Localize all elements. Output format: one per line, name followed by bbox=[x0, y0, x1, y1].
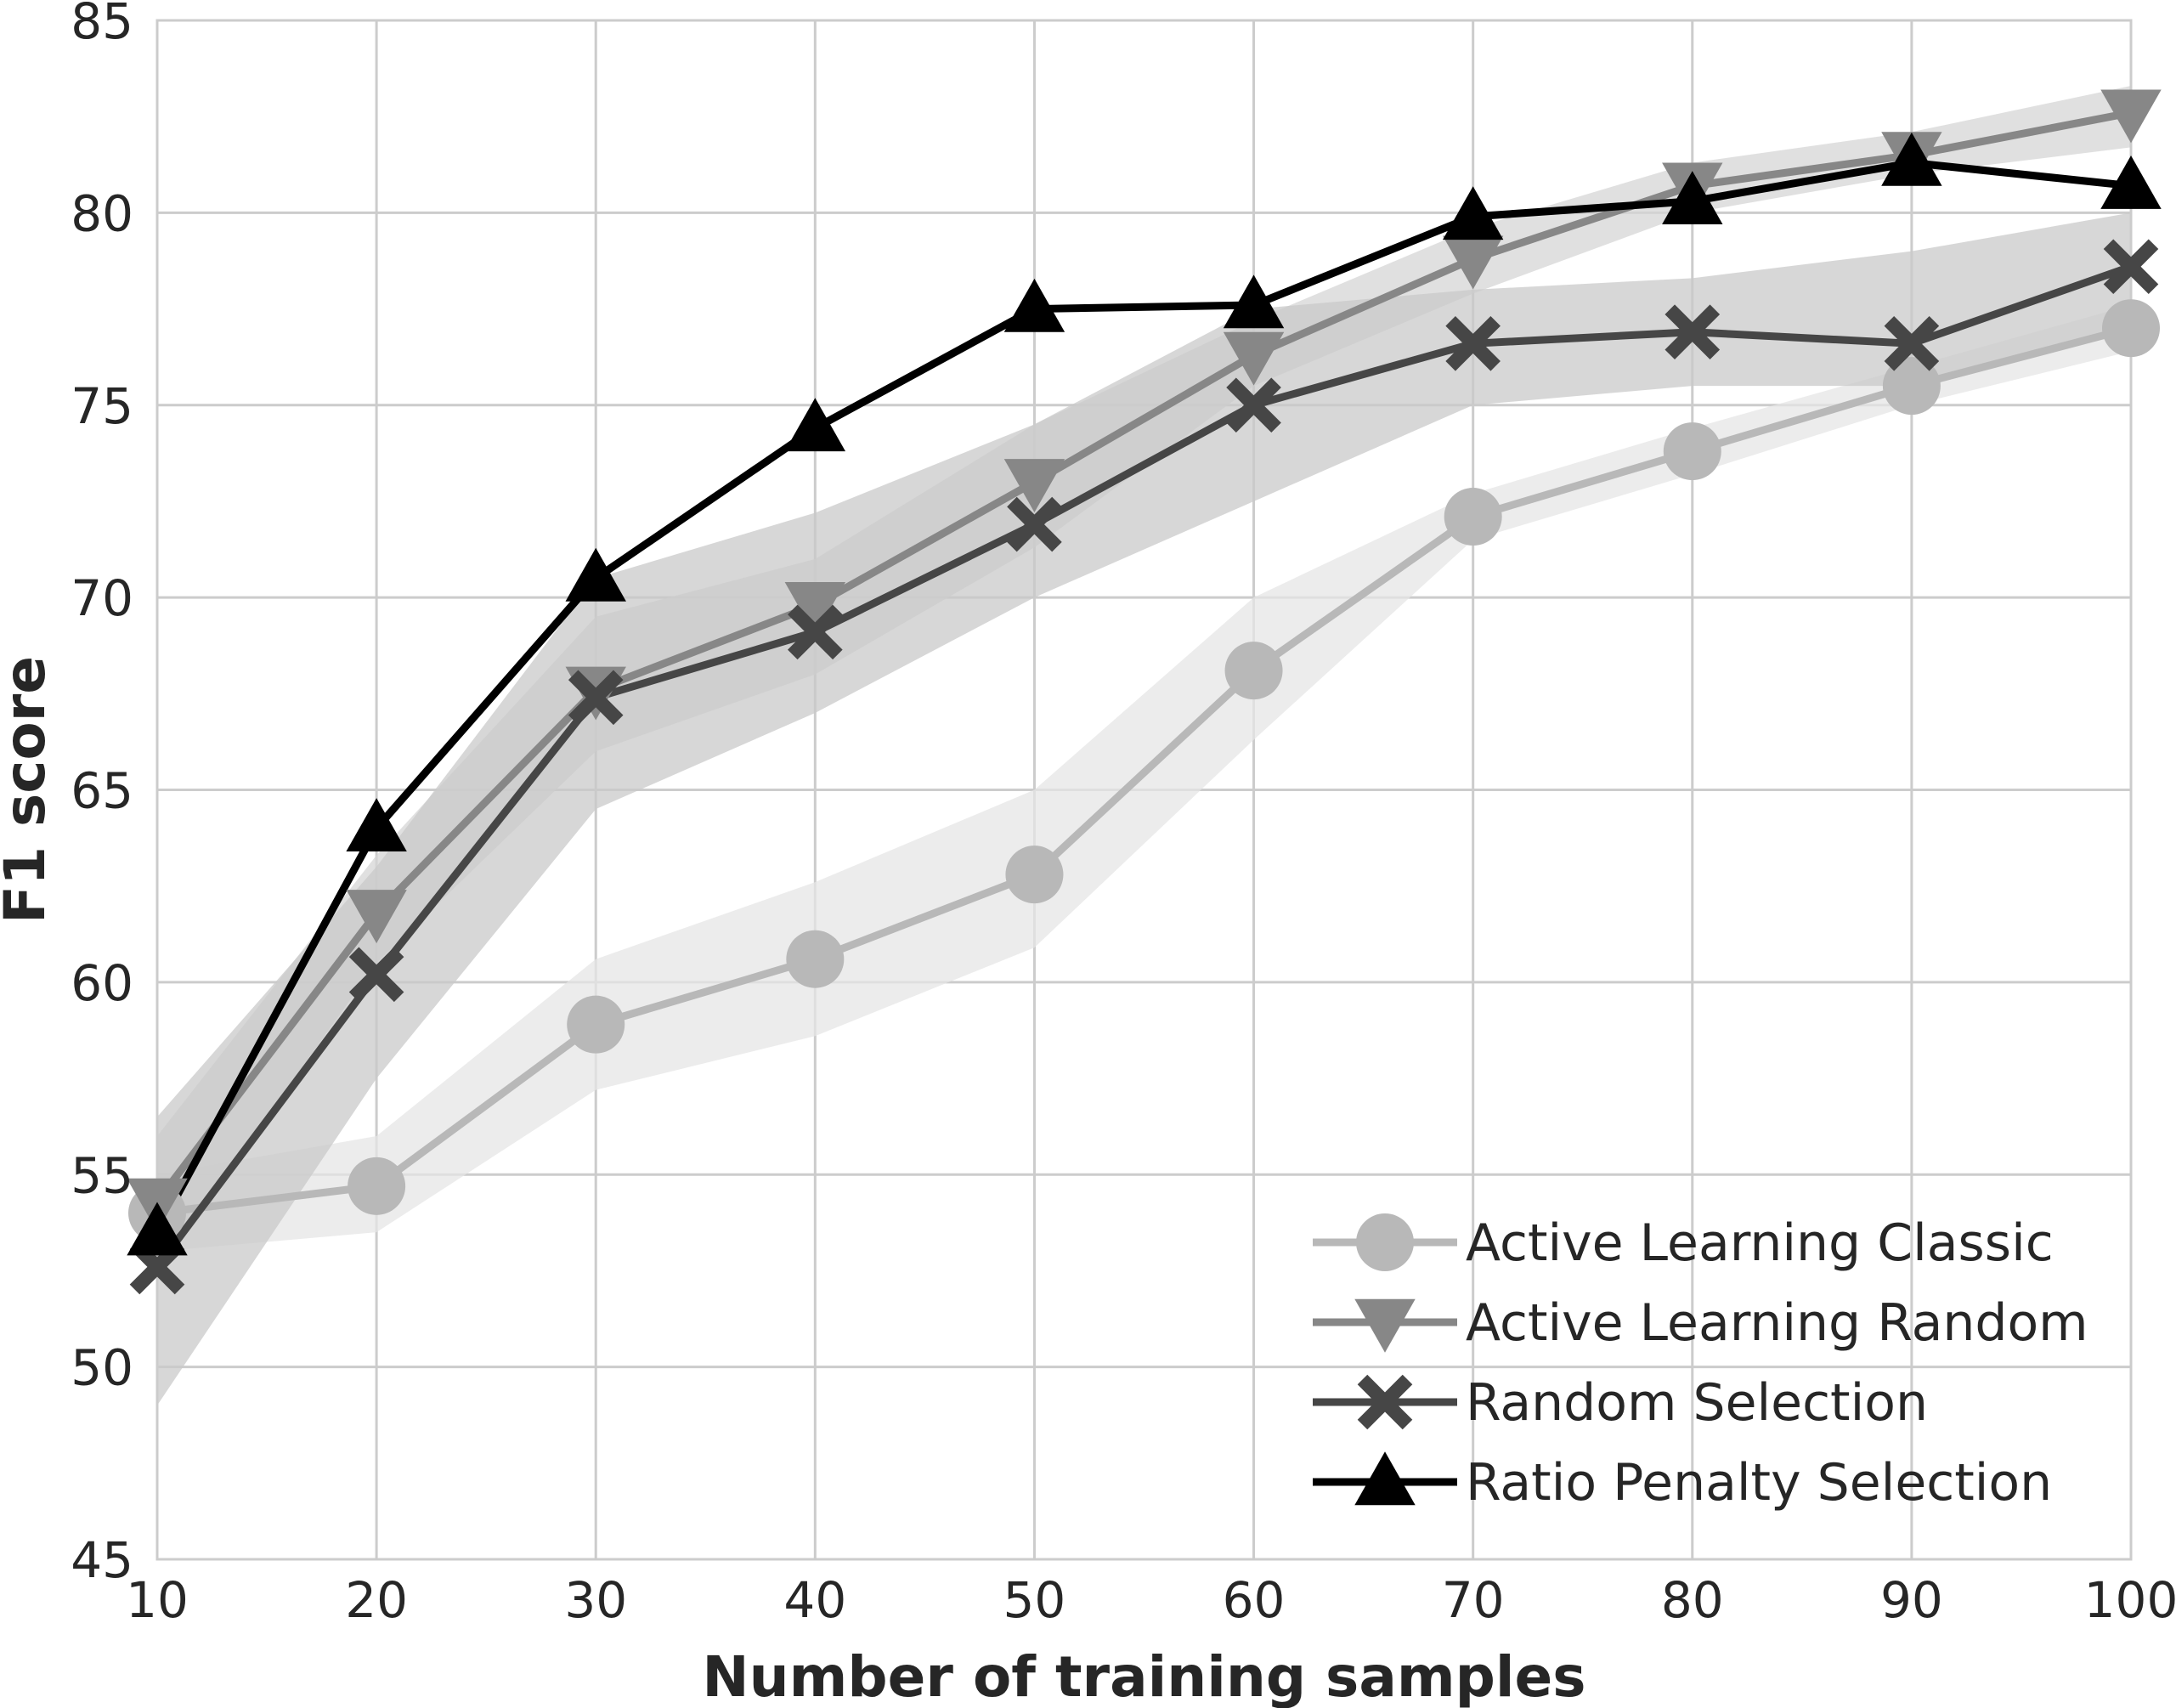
x-tick-label: 50 bbox=[1003, 1571, 1066, 1629]
legend-marker bbox=[1354, 1298, 1416, 1353]
series-lines bbox=[154, 109, 2133, 1270]
data-point bbox=[1445, 316, 1501, 371]
x-tick-label: 70 bbox=[1442, 1571, 1505, 1629]
y-tick-label: 55 bbox=[71, 1146, 133, 1204]
data-point bbox=[784, 581, 846, 636]
legend-item: Active Learning Random bbox=[1313, 1293, 2088, 1353]
x-tick-label: 90 bbox=[1880, 1571, 1943, 1629]
data-point bbox=[1003, 459, 1065, 512]
data-point bbox=[346, 890, 407, 944]
legend-label: Active Learning Random bbox=[1466, 1293, 2088, 1353]
data-point bbox=[1005, 846, 1064, 904]
series-line bbox=[154, 263, 2133, 1270]
legend-label: Active Learning Classic bbox=[1466, 1213, 2054, 1273]
legend-label: Ratio Penalty Selection bbox=[1466, 1453, 2052, 1513]
data-point bbox=[1442, 235, 1504, 290]
tick-labels: 10 20 30 40 50 60 70 80 90 100 45 50 55 60 65 70 75 80 85 bbox=[71, 0, 2176, 1629]
legend: Active Learning Classic Active Learning R… bbox=[1313, 1213, 2088, 1513]
data-point bbox=[346, 798, 407, 851]
legend-item: Random Selection bbox=[1313, 1373, 1928, 1433]
data-point bbox=[567, 995, 625, 1054]
x-tick-label: 100 bbox=[2084, 1571, 2176, 1629]
data-point bbox=[1884, 316, 1940, 371]
x-tick-label: 40 bbox=[783, 1571, 846, 1629]
legend-marker bbox=[1357, 1374, 1413, 1430]
data-point bbox=[1442, 186, 1504, 240]
x-tick-label: 10 bbox=[126, 1571, 189, 1629]
data-point bbox=[1223, 331, 1285, 386]
data-point bbox=[2100, 89, 2162, 144]
data-point bbox=[2102, 299, 2160, 358]
series-line bbox=[154, 159, 2132, 1235]
data-point bbox=[786, 930, 845, 988]
data-point bbox=[127, 1202, 188, 1256]
legend-item: Active Learning Classic bbox=[1313, 1213, 2054, 1273]
data-point bbox=[1662, 171, 1723, 224]
data-point bbox=[348, 1157, 406, 1215]
data-point bbox=[784, 398, 846, 452]
legend-marker bbox=[1354, 1451, 1416, 1506]
legend-label: Random Selection bbox=[1466, 1373, 1928, 1433]
plot-frame bbox=[155, 19, 2133, 1561]
data-point bbox=[1881, 132, 1942, 186]
y-tick-label: 60 bbox=[71, 954, 133, 1012]
data-point bbox=[348, 947, 404, 1003]
data-point bbox=[788, 604, 843, 660]
y-tick-label: 80 bbox=[71, 184, 133, 242]
legend-marker bbox=[1356, 1213, 1414, 1271]
x-tick-label: 60 bbox=[1223, 1571, 1286, 1629]
plot-area-border bbox=[155, 19, 2133, 1561]
data-point bbox=[1664, 304, 1721, 360]
x-tick-label: 80 bbox=[1661, 1571, 1724, 1629]
series-line bbox=[156, 324, 2133, 1217]
data-point bbox=[2103, 239, 2159, 295]
x-tick-label: 30 bbox=[564, 1571, 627, 1629]
data-point bbox=[1224, 642, 1283, 700]
y-tick-label: 70 bbox=[71, 569, 133, 627]
data-point bbox=[1226, 377, 1281, 433]
data-point bbox=[1223, 274, 1285, 329]
x-tick-label: 20 bbox=[345, 1571, 408, 1629]
x-axis-title: Number of training samples bbox=[702, 1644, 1585, 1708]
y-tick-label: 85 bbox=[71, 0, 133, 50]
y-tick-label: 50 bbox=[71, 1339, 133, 1397]
data-point bbox=[2100, 155, 2162, 209]
y-tick-label: 45 bbox=[71, 1531, 133, 1589]
confidence-band bbox=[157, 305, 2131, 1252]
data-point bbox=[1663, 422, 1721, 481]
y-axis-title: F1 score bbox=[0, 656, 58, 924]
y-tick-label: 75 bbox=[71, 377, 133, 435]
y-tick-label: 65 bbox=[71, 762, 133, 820]
data-point bbox=[1444, 488, 1502, 546]
data-point bbox=[1003, 278, 1065, 332]
legend-item: Ratio Penalty Selection bbox=[1313, 1451, 2052, 1513]
data-point bbox=[1007, 496, 1062, 552]
series-line bbox=[154, 109, 2132, 1204]
data-point bbox=[565, 547, 626, 602]
series-markers bbox=[127, 89, 2162, 1295]
data-point bbox=[1882, 357, 1941, 416]
data-point bbox=[568, 670, 624, 726]
